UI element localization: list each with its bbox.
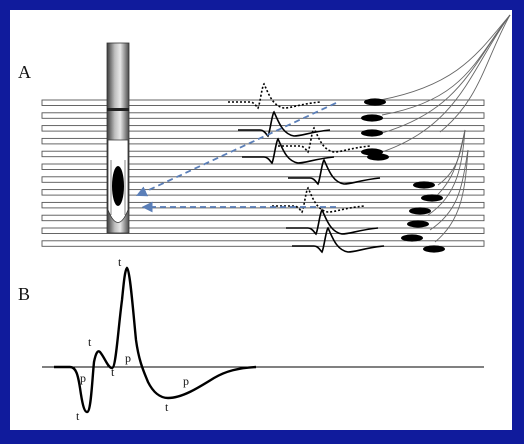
muscle-fibers [41,99,485,247]
fiber-potential-trace [272,186,365,214]
label-main-peak: t [118,255,122,269]
diagram-panel: A B [10,10,512,430]
label-late-phase: p [183,374,189,388]
diagram-canvas: A B [18,14,511,423]
panel-a-label: A [18,62,31,82]
muscle-fiber [41,163,485,170]
label-first-peak: t [88,335,92,349]
muscle-fiber [41,137,485,145]
panel-b-label: B [18,284,30,304]
motor-endplate [364,98,386,106]
fiber-potential-trace [292,226,385,254]
muscle-fiber [41,176,485,183]
motor-endplate [413,181,435,189]
motor-endplate [367,153,389,161]
fiber-potential-trace [286,208,379,236]
motor-endplate-icon [361,98,445,253]
motor-endplate [421,194,443,202]
fiber-potential-trace [278,126,371,154]
muscle-fiber [41,112,485,119]
motor-endplate [407,220,429,228]
muscle-fiber [41,240,485,247]
motor-unit-potential-waveform [54,266,257,414]
muscle-fiber [41,189,485,196]
muscle-fiber [41,214,485,222]
fiber-potential-trace [242,137,335,165]
label-first-trough: t [76,409,80,423]
motor-endplate [401,234,423,242]
label-second-trough: t [111,365,115,379]
propagation-arrows [136,102,337,213]
muscle-fiber [41,99,485,106]
muscle-fiber [41,227,485,234]
motor-endplate [361,129,383,137]
propagation-arrow-upper [136,102,337,197]
needle-electrode-icon [106,42,130,234]
motor-endplate [361,114,383,122]
motor-endplate [409,207,431,215]
label-first-phase: p [80,371,86,385]
label-second-phase: p [125,351,131,365]
motor-endplate [423,245,445,253]
fiber-potential-trace [238,110,331,138]
nerve-branches [379,14,511,243]
fiber-potentials [228,82,385,254]
fiber-potential-trace [288,158,381,186]
label-slow-trough: t [165,400,169,414]
fiber-potential-trace [228,82,321,110]
